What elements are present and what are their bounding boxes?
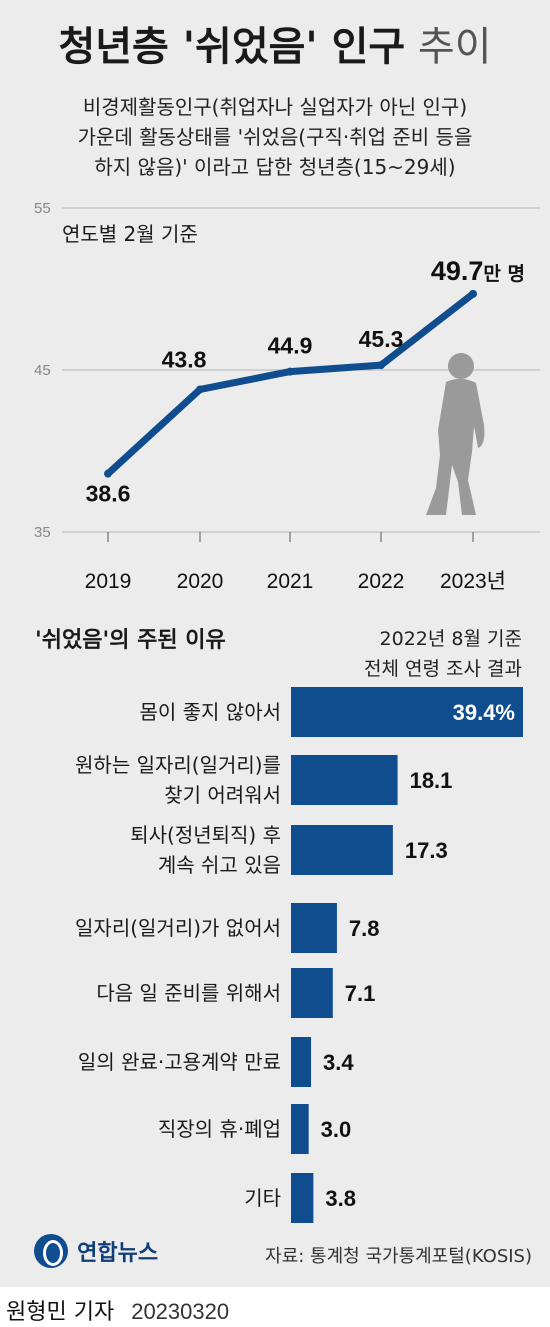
subtitle: 비경제활동인구(취업자나 실업자가 아닌 인구) 가운데 활동상태를 '쉬었음(… — [0, 92, 550, 182]
footer-bar — [0, 1287, 550, 1327]
data-label-unit: 만 명 — [483, 263, 525, 285]
title-bold: 청년층 '쉬었음' 인구 — [58, 24, 406, 70]
bar-value-label: 3.0 — [321, 1117, 352, 1142]
bar-category-label: 직장의 휴·폐업 — [158, 1117, 281, 1141]
data-label: 43.8 — [162, 346, 207, 372]
bar-value-label: 3.8 — [325, 1186, 356, 1211]
bar-category-label: 계속 쉬고 있음 — [158, 853, 281, 877]
bar-category-label: 찾기 어려워서 — [164, 783, 281, 807]
bar-category-label: 다음 일 준비를 위해서 — [96, 981, 281, 1005]
y-tick-label: 55 — [34, 200, 51, 217]
data-point — [104, 469, 112, 478]
bar-category-label: 원하는 일자리(일거리)를 — [75, 753, 281, 777]
yonhap-logo: 연합뉴스 — [34, 1234, 158, 1272]
data-label: 44.9 — [268, 333, 313, 359]
subtitle-line: 비경제활동인구(취업자나 실업자가 아닌 인구) — [82, 95, 468, 119]
bar-category-label: 일자리(일거리)가 없어서 — [75, 916, 281, 940]
bar-value-label: 7.1 — [345, 981, 376, 1006]
data-label: 45.3 — [359, 326, 404, 352]
bar — [291, 903, 337, 953]
data-label-value: 49.7 — [431, 256, 484, 286]
data-point — [377, 361, 385, 370]
bar — [291, 1037, 312, 1087]
byline: 원형민 기자 20230320 — [6, 1294, 229, 1326]
y-tick-label: 35 — [34, 524, 51, 541]
line-chart: 35 45 55 2019 2020 2021 2022 2023년 38.6 43.8 44.9… — [34, 200, 540, 593]
bar — [291, 687, 523, 737]
infographic-panel — [0, 0, 550, 1287]
bar — [291, 1104, 309, 1154]
data-label: 38.6 — [86, 481, 131, 507]
x-tick-label: 2022 — [358, 570, 405, 593]
bar-note-line: 2022년 8월 기준 — [379, 628, 522, 650]
bar — [291, 755, 398, 805]
yonhap-logo-icon — [34, 1234, 68, 1268]
source-note: 자료: 통계청 국가통계포털(KOSIS) — [265, 1246, 532, 1267]
data-point — [469, 289, 477, 298]
bar-chart-title: '쉬었음'의 주된 이유 — [35, 628, 226, 653]
bar-category-label: 퇴사(정년퇴직) 후 — [130, 823, 281, 847]
bar-value-label: 7.8 — [349, 916, 380, 941]
subtitle-line: 하지 않음)' 이라고 답한 청년층(15~29세) — [94, 155, 456, 179]
title-light: 추이 — [417, 24, 492, 70]
bar — [291, 1173, 314, 1223]
subtitle-line: 가운데 활동상태를 '쉬었음(구직·취업 준비 등을 — [77, 125, 473, 149]
line-chart-note: 연도별 2월 기준 — [62, 222, 198, 246]
bar-value-label: 18.1 — [410, 768, 453, 793]
data-point — [196, 385, 204, 394]
bar-chart: 39.4% 몸이 좋지 않아서 18.1 원하는 일자리(일거리)를찾기 어려워서 17… — [75, 687, 523, 1223]
bar-category-label: 기타 — [244, 1186, 281, 1210]
walking-person-icon — [426, 353, 485, 515]
bar — [291, 825, 393, 875]
publish-date: 20230320 — [131, 1299, 230, 1324]
page-title: 청년층 '쉬었음' 인구 추이 — [0, 22, 550, 72]
x-tick-label: 2019 — [85, 570, 132, 593]
x-tick-label: 2023년 — [440, 570, 506, 593]
bar-value-label: 39.4% — [453, 700, 515, 725]
x-tick-label: 2021 — [267, 570, 314, 593]
data-label: 49.7만 명 — [431, 256, 525, 286]
data-point — [286, 367, 294, 376]
reporter-name: 원형민 기자 — [6, 1300, 115, 1325]
bar — [291, 968, 333, 1018]
x-tick-label: 2020 — [177, 570, 224, 593]
bar-category-label: 몸이 좋지 않아서 — [139, 700, 281, 724]
bar-category-label: 일의 완료·고용계약 만료 — [78, 1050, 281, 1074]
bar-value-label: 17.3 — [405, 838, 448, 863]
bar-value-label: 3.4 — [323, 1050, 354, 1075]
bar-chart-note: 2022년 8월 기준 전체 연령 조사 결과 — [364, 624, 522, 684]
y-tick-label: 45 — [34, 362, 51, 379]
logo-text: 연합뉴스 — [77, 1241, 159, 1266]
bar-note-line: 전체 연령 조사 결과 — [364, 658, 522, 680]
